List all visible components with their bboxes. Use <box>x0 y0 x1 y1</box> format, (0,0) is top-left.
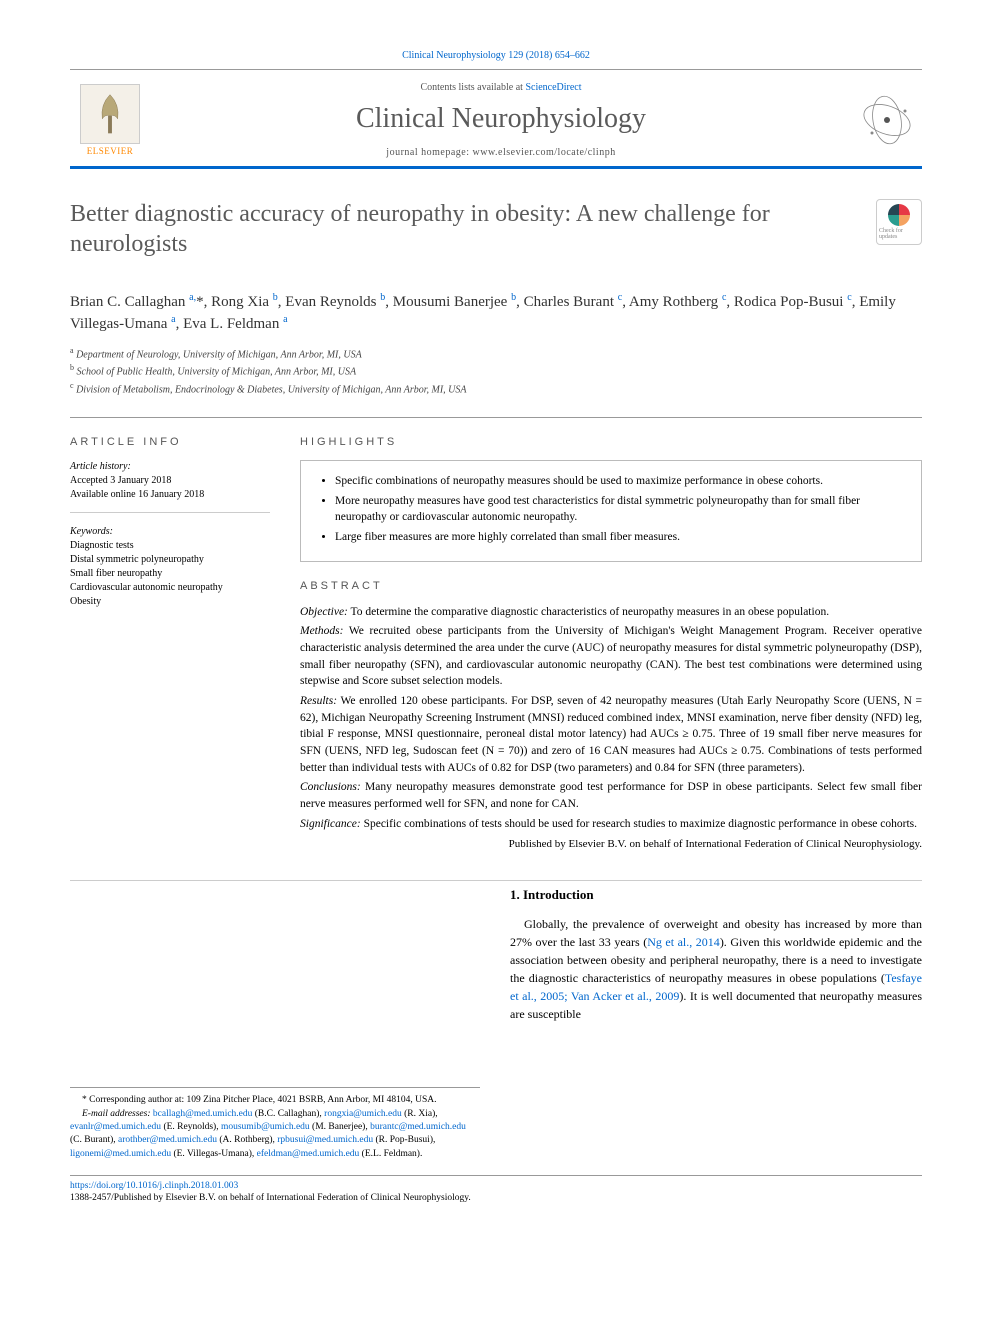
journal-reference: Clinical Neurophysiology 129 (2018) 654–… <box>70 50 922 61</box>
abstract-text: Objective: To determine the comparative … <box>300 604 922 833</box>
history-label: Article history: <box>70 460 270 474</box>
homepage-label: journal homepage: <box>386 147 472 158</box>
crossmark-badge[interactable]: Check for updates <box>876 199 922 245</box>
email-addresses: E-mail addresses: bcallagh@med.umich.edu… <box>70 1108 480 1161</box>
article-history: Article history: Accepted 3 January 2018… <box>70 460 270 513</box>
keyword-item: Obesity <box>70 595 270 609</box>
highlights-heading: highlights <box>300 436 922 448</box>
introduction-text: Globally, the prevalence of overweight a… <box>510 915 922 1023</box>
journal-header: ELSEVIER Contents lists available at Sci… <box>70 69 922 169</box>
contents-text: Contents lists available at <box>420 82 525 93</box>
email-link[interactable]: arothber@med.umich.edu <box>118 1135 217 1145</box>
highlight-item: Large fiber measures are more highly cor… <box>335 529 905 546</box>
keyword-item: Diagnostic tests <box>70 539 270 553</box>
homepage-url: www.elsevier.com/locate/clinph <box>473 147 616 158</box>
sciencedirect-link[interactable]: ScienceDirect <box>525 82 581 93</box>
email-link[interactable]: rongxia@umich.edu <box>324 1109 402 1119</box>
contents-available: Contents lists available at ScienceDirec… <box>150 82 852 93</box>
email-link[interactable]: efeldman@med.umich.edu <box>257 1149 360 1159</box>
elsevier-logo: ELSEVIER <box>70 84 150 156</box>
keywords-block: Keywords: Diagnostic testsDistal symmetr… <box>70 525 270 609</box>
issn-line: 1388-2457/Published by Elsevier B.V. on … <box>70 1193 471 1203</box>
keywords-label: Keywords: <box>70 525 270 539</box>
affiliations: a Department of Neurology, University of… <box>70 345 922 397</box>
highlights-box: Specific combinations of neuropathy meas… <box>300 460 922 562</box>
keyword-item: Small fiber neuropathy <box>70 567 270 581</box>
abstract-heading: abstract <box>300 580 922 592</box>
corresponding-author: * Corresponding author at: 109 Zina Pitc… <box>70 1094 480 1107</box>
doi-link[interactable]: https://doi.org/10.1016/j.clinph.2018.01… <box>70 1181 238 1191</box>
publisher-note: Published by Elsevier B.V. on behalf of … <box>300 838 922 850</box>
article-title: Better diagnostic accuracy of neuropathy… <box>70 199 856 259</box>
journal-name: Clinical Neurophysiology <box>150 103 852 135</box>
email-link[interactable]: rpbusui@med.umich.edu <box>277 1135 373 1145</box>
affiliation-line: a Department of Neurology, University of… <box>70 345 922 362</box>
footnotes: * Corresponding author at: 109 Zina Pitc… <box>70 1087 480 1160</box>
elsevier-tree-icon <box>80 84 140 144</box>
abstract-section: Methods: We recruited obese participants… <box>300 623 922 690</box>
affiliation-line: b School of Public Health, University of… <box>70 362 922 379</box>
citation-link[interactable]: Ng et al., 2014 <box>647 935 720 949</box>
crossmark-label: Check for updates <box>879 228 919 240</box>
citation-link[interactable]: Tesfaye et al., 2005; Van Acker et al., … <box>510 971 922 1003</box>
abstract-section: Objective: To determine the comparative … <box>300 604 922 621</box>
email-link[interactable]: bcallagh@med.umich.edu <box>153 1109 253 1119</box>
elsevier-text: ELSEVIER <box>87 146 134 156</box>
keyword-item: Cardiovascular autonomic neuropathy <box>70 581 270 595</box>
abstract-section: Results: We enrolled 120 obese participa… <box>300 693 922 776</box>
email-link[interactable]: ligonemi@med.umich.edu <box>70 1149 171 1159</box>
journal-homepage: journal homepage: www.elsevier.com/locat… <box>150 147 852 158</box>
history-accepted: Accepted 3 January 2018 <box>70 474 270 488</box>
email-link[interactable]: evanlr@med.umich.edu <box>70 1122 161 1132</box>
crossmark-icon <box>888 204 910 226</box>
article-info-heading: article info <box>70 436 270 448</box>
society-logo-icon <box>852 85 922 155</box>
highlight-item: More neuropathy measures have good test … <box>335 493 905 526</box>
affiliation-line: c Division of Metabolism, Endocrinology … <box>70 380 922 397</box>
introduction-heading: 1. Introduction <box>510 887 922 903</box>
abstract-section: Significance: Specific combinations of t… <box>300 816 922 833</box>
email-link[interactable]: burantc@med.umich.edu <box>370 1122 466 1132</box>
abstract-section: Conclusions: Many neuropathy measures de… <box>300 779 922 812</box>
highlight-item: Specific combinations of neuropathy meas… <box>335 473 905 490</box>
keyword-item: Distal symmetric polyneuropathy <box>70 553 270 567</box>
history-online: Available online 16 January 2018 <box>70 488 270 502</box>
page-footer: https://doi.org/10.1016/j.clinph.2018.01… <box>70 1175 922 1205</box>
email-link[interactable]: mousumib@umich.edu <box>221 1122 310 1132</box>
authors-list: Brian C. Callaghan a,*, Rong Xia b, Evan… <box>70 291 922 335</box>
